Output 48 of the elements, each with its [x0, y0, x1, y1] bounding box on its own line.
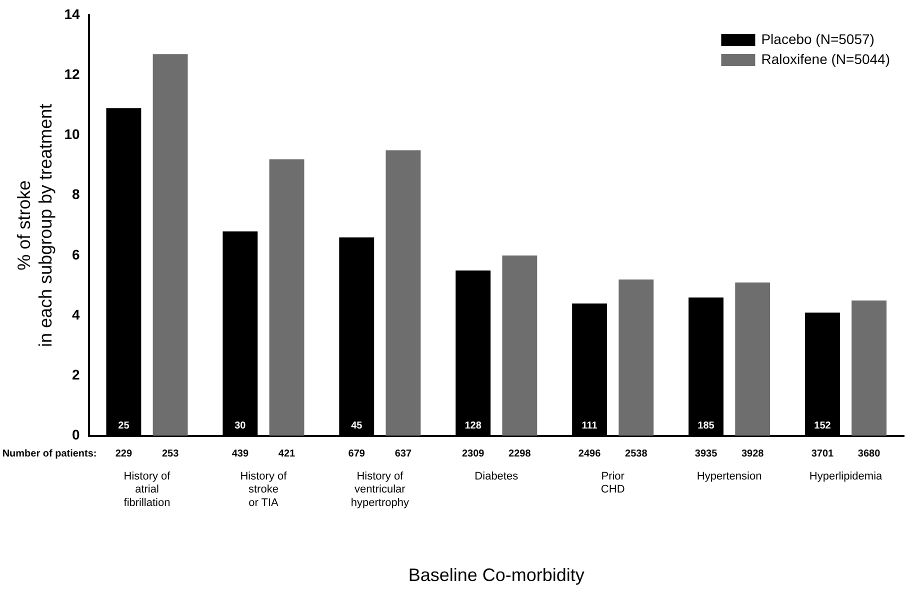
- text: 3935: [694, 448, 718, 460]
- y-axis-title: % of stroke in each subgroup by treatment: [14, 104, 56, 347]
- y-tick-label: 4: [72, 306, 80, 322]
- text: 3680: [858, 448, 881, 460]
- y-tick-label: 14: [64, 6, 80, 22]
- x-tick-label: History of atrial fibrillation: [124, 470, 172, 509]
- text: 637: [394, 448, 412, 460]
- text: 229: [115, 448, 132, 460]
- annotation: 25: [118, 420, 130, 432]
- text: 679: [348, 448, 366, 460]
- text: 2298: [508, 448, 532, 460]
- annotation: 185: [698, 420, 715, 432]
- y-tick-label: 12: [64, 66, 80, 82]
- text: Number of patients:: [2, 448, 97, 460]
- text: 439: [232, 448, 249, 460]
- x-axis-title: Baseline Co-morbidity: [408, 565, 584, 586]
- annotation: 111: [582, 420, 598, 432]
- annotation: 152: [814, 420, 832, 432]
- text: 421: [278, 448, 296, 460]
- annotation: 45: [351, 420, 363, 432]
- x-tick-label: History of ventricular hypertrophy: [350, 470, 410, 509]
- annotation: 128: [464, 420, 482, 432]
- bar: [618, 280, 654, 436]
- text: 3701: [811, 448, 834, 460]
- bar: [852, 300, 887, 436]
- bar: [152, 54, 188, 436]
- y-tick-label: 10: [64, 126, 80, 142]
- bar: [386, 150, 421, 436]
- text: 2496: [578, 448, 602, 460]
- bar: [502, 255, 538, 436]
- text: 2309: [462, 448, 485, 460]
- bar: [269, 159, 304, 436]
- x-tick-label: Prior CHD: [600, 470, 625, 496]
- text: 3928: [741, 448, 764, 460]
- annotation: 30: [234, 420, 246, 432]
- x-tick-label: Hyperlipidemia: [809, 470, 884, 482]
- x-tick-label: History of stroke or TIA: [240, 470, 288, 509]
- x-tick-label: Diabetes: [474, 470, 519, 482]
- x-tick-label: Hypertension: [696, 470, 762, 482]
- y-tick-label: 6: [72, 246, 80, 262]
- text: 2538: [625, 448, 648, 460]
- bar: [735, 282, 770, 436]
- legend-label: Raloxifene (N=5044): [761, 50, 890, 67]
- y-tick-label: 2: [72, 366, 80, 383]
- legend-label: Placebo (N=5057): [761, 30, 874, 47]
- y-tick-label: 0: [72, 426, 80, 443]
- text: 253: [162, 448, 180, 460]
- y-tick-label: 8: [72, 186, 80, 202]
